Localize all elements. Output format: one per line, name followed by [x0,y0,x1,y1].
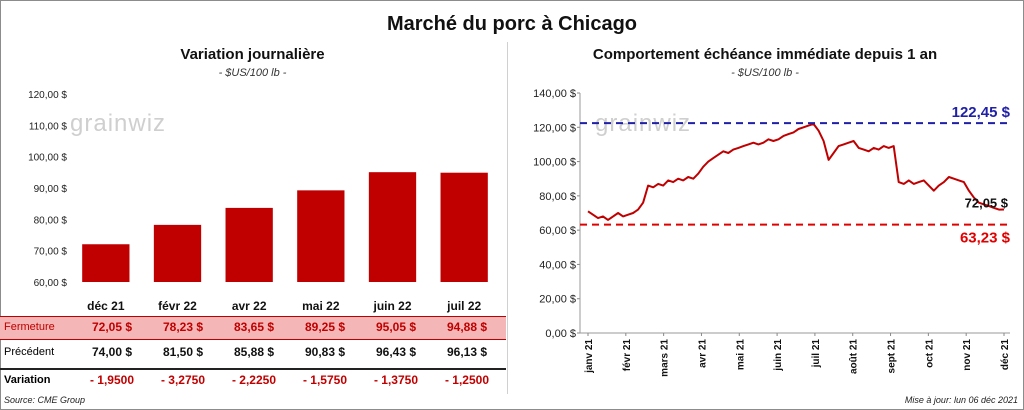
min-label: 63,23 $ [960,230,1011,247]
line-x-tick-label: mai 21 [735,339,746,371]
bar-category-label: févr 22 [158,299,197,313]
left-chart-title: Variation journalière [180,46,325,63]
bar-y-tick-label: 120,00 $ [28,90,67,101]
table-cell: 81,50 $ [162,345,204,359]
line-y-tick-label: 60,00 $ [539,225,576,237]
left-watermark: grainwiz [70,110,167,137]
line-y-tick-label: 0,00 $ [545,328,576,340]
bar-mark [440,172,488,282]
last-value-label: 72,05 $ [965,195,1009,210]
bar-y-tick-label: 90,00 $ [34,184,68,195]
table-row: Variation - 1,9500 - 3,2750 - 2,2250 - 1,575… [0,368,506,392]
table-cell: - 1,5750 [302,373,348,387]
table-cell: 78,23 $ [162,320,204,334]
line-y-tick-label: 100,00 $ [533,157,576,169]
bar-y-tick-label: 80,00 $ [34,215,68,226]
left-chart-subtitle: - $US/100 lb - [218,67,287,79]
right-chart-subtitle: - $US/100 lb - [731,67,799,79]
table-row: Fermeture 72,05 $ 78,23 $ 83,65 $ 89,25 $ 95,… [0,316,506,340]
table-cell: 85,88 $ [233,345,275,359]
bar-category-label: mai 22 [302,299,340,313]
table-cell: 90,83 $ [304,345,346,359]
bar-category-label: avr 22 [232,299,267,313]
bar-mark [297,190,345,282]
table-cell: - 1,9500 [89,373,135,387]
table-cell: - 1,3750 [373,373,419,387]
right-chart-title: Comportement échéance immédiate depuis 1… [592,46,938,63]
table-cell: 72,05 $ [91,320,133,334]
table-cell: 74,00 $ [91,345,133,359]
bar-chart: 60,00 $ 70,00 $ 80,00 $ 90,00 $ 100,00 $ 110,… [28,90,488,313]
table-row-label: Fermeture [4,321,55,333]
line-y-tick-label: 120,00 $ [533,122,576,134]
bar-mark [368,172,417,282]
bar-mark [82,244,130,282]
line-y-tick-label: 40,00 $ [539,259,576,271]
update-note: Mise à jour: lun 06 déc 2021 [904,395,1018,405]
source-note: Source: CME Group [4,395,86,405]
line-x-tick-label: oct 21 [924,339,935,368]
bar-category-label: juil 22 [446,299,481,313]
line-x-tick-label: août 21 [849,339,860,374]
line-x-tick-label: févr 21 [622,339,633,372]
bar-y-tick-label: 60,00 $ [34,278,68,289]
table-row-label: Précédent [4,346,55,358]
bar-category-label: déc 21 [87,299,125,313]
table-cell: - 2,2250 [231,373,277,387]
table-cell: 94,88 $ [446,320,488,334]
bar-y-tick-label: 70,00 $ [34,247,68,258]
bar-y-tick-label: 100,00 $ [28,153,67,164]
bar-category-label: juin 22 [372,299,411,313]
table-cell: 96,43 $ [375,345,417,359]
table-cell: 89,25 $ [304,320,346,334]
table-cell: - 1,2500 [444,373,490,387]
table-cell: 96,13 $ [446,345,488,359]
line-x-tick-label: nov 21 [962,339,973,371]
line-x-tick-label: juil 21 [811,339,822,369]
line-x-tick-label: déc 21 [1000,339,1011,371]
page-title: Marché du porc à Chicago [386,13,638,35]
bar-mark [225,207,273,282]
line-x-tick-label: sept 21 [887,339,898,374]
line-y-tick-label: 80,00 $ [539,191,576,203]
table-cell: 95,05 $ [375,320,417,334]
price-series-line [587,122,1005,221]
table-cell: - 3,2750 [160,373,206,387]
panel-divider [507,42,508,394]
line-x-tick-label: mars 21 [660,339,671,377]
line-x-tick-label: janv 21 [584,339,595,374]
line-x-tick-label: juin 21 [773,339,784,372]
max-label: 122,45 $ [952,104,1011,121]
bar-mark [153,224,202,282]
table-row: Précédent 74,00 $ 81,50 $ 85,88 $ 90,83 $ 96,… [0,342,506,364]
line-y-tick-label: 140,00 $ [533,88,576,100]
line-y-tick-label: 20,00 $ [539,294,576,306]
bar-y-tick-label: 110,00 $ [29,121,68,132]
table-row-label: Variation [4,374,51,386]
table-cell: 83,65 $ [233,320,275,334]
line-x-tick-label: avr 21 [697,339,708,368]
line-chart: 0,00 $ 20,00 $ 40,00 $ 60,00 $ 80,00 $ 100,00… [533,88,1011,377]
